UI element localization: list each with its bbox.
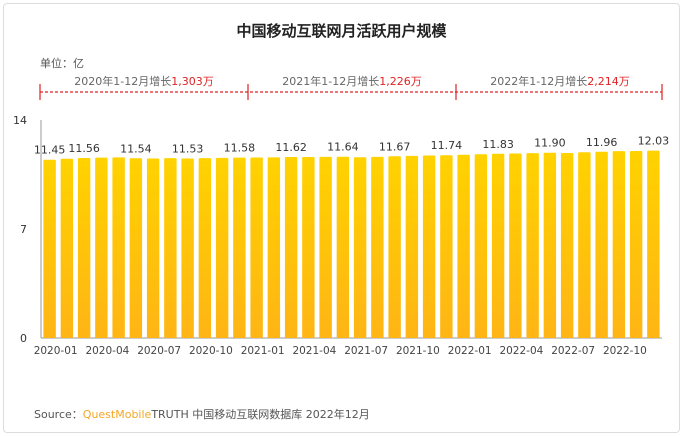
bar-2021-02	[267, 157, 281, 338]
source-note: Source：QuestMobileTRUTH 中国移动互联网数据库 2022年…	[34, 408, 370, 421]
data-label: 11.53	[172, 142, 204, 155]
y-tick-label: 14	[13, 114, 27, 127]
y-tick-label: 7	[20, 223, 27, 236]
bar-2022-10	[612, 151, 626, 338]
bar-2022-03	[491, 153, 505, 338]
bar-2020-05	[112, 157, 125, 338]
bar-2021-09	[388, 156, 401, 338]
bar-2020-12	[233, 157, 246, 338]
bar-2020-02	[60, 158, 74, 338]
unit-label: 单位：亿	[40, 57, 84, 70]
bar-2022-12	[647, 150, 660, 338]
annotation-2020: 2020年1-12月增长1,303万	[74, 75, 214, 88]
bar-2022-01	[457, 154, 470, 338]
bar-2020-09	[181, 158, 194, 338]
x-tick-label: 2020-10	[189, 345, 233, 357]
y-tick-label: 0	[20, 332, 27, 345]
bar-2022-02	[474, 154, 488, 338]
bar-2022-04	[509, 153, 522, 338]
x-tick-label: 2022-04	[499, 345, 543, 357]
x-tick-label: 2021-01	[241, 345, 285, 357]
bar-2021-07	[353, 157, 367, 338]
x-tick-label: 2022-10	[603, 345, 647, 357]
data-label: 11.90	[534, 137, 566, 150]
x-tick-label: 2020-07	[137, 345, 181, 357]
bar-2020-04	[95, 157, 108, 338]
bar-2022-08	[578, 152, 591, 338]
data-label: 11.58	[224, 142, 256, 155]
bar-2020-01	[43, 159, 56, 338]
bar-2020-06	[129, 158, 143, 338]
bar-2020-11	[215, 157, 229, 338]
bar-2021-08	[371, 156, 384, 338]
bar-2021-10	[405, 155, 419, 338]
bar-2020-08	[164, 158, 177, 338]
data-label: 11.45	[34, 144, 66, 157]
x-tick-label: 2020-04	[85, 345, 129, 357]
data-label: 11.74	[431, 139, 463, 152]
bar-2022-05	[526, 153, 539, 338]
data-label: 11.96	[586, 136, 618, 149]
data-label: 11.83	[482, 138, 514, 151]
bar-2020-10	[198, 158, 212, 338]
x-tick-label: 2021-07	[344, 345, 388, 357]
bar-2021-12	[440, 155, 453, 338]
bar-2021-01	[250, 157, 263, 338]
bar-2022-11	[629, 150, 643, 338]
bar-2022-09	[595, 151, 608, 338]
data-label: 11.64	[327, 141, 359, 154]
bar-2021-05	[319, 156, 332, 338]
x-tick-label: 2022-07	[551, 345, 595, 357]
bar-2022-07	[560, 153, 574, 338]
bar-2022-06	[543, 152, 557, 338]
x-tick-label: 2021-10	[396, 345, 440, 357]
x-tick-label: 2021-04	[292, 345, 336, 357]
data-label: 11.56	[68, 142, 100, 155]
x-tick-label: 2022-01	[448, 345, 492, 357]
data-label: 11.67	[379, 140, 411, 153]
bar-2020-03	[77, 157, 91, 338]
bar-2020-07	[146, 158, 160, 338]
x-tick-label: 2020-01	[34, 345, 78, 357]
annotation-2021: 2021年1-12月增长1,226万	[282, 75, 422, 88]
bar-2021-06	[336, 156, 350, 338]
annotation-2022: 2022年1-12月增长2,214万	[490, 75, 630, 88]
bar-2021-04	[302, 157, 315, 338]
bar-2021-03	[284, 157, 298, 338]
bar-2021-11	[422, 155, 436, 338]
data-label: 11.54	[120, 142, 152, 155]
chart-title: 中国移动互联网月活跃用户规模	[236, 22, 447, 40]
data-label: 12.03	[638, 135, 670, 148]
data-label: 11.62	[275, 141, 307, 154]
